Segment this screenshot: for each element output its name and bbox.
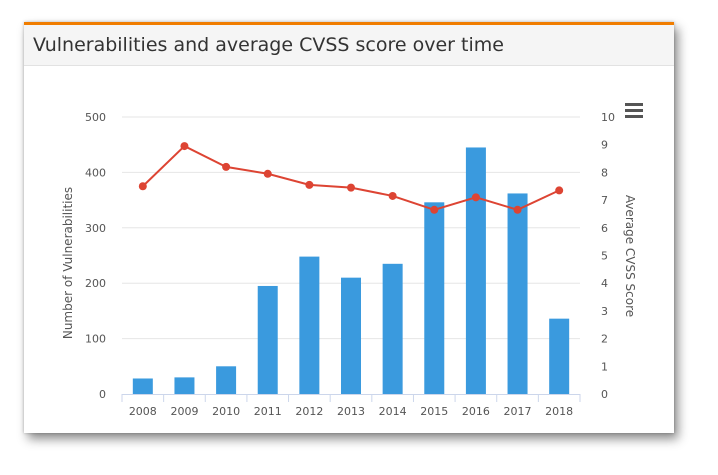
y-axis-right: 0 1 2 3 4 5 6 7 8 9 10 — [601, 111, 615, 401]
line-point[interactable] — [471, 193, 480, 202]
x-tick-label: 2010 — [212, 405, 240, 418]
line-point[interactable] — [263, 169, 272, 178]
x-axis: 2008 2009 2010 2011 2012 2013 2014 2015 2016 2017… — [121, 394, 581, 418]
line-point[interactable] — [305, 180, 314, 189]
y-tick-label: 400 — [85, 166, 106, 179]
x-tick-label: 2016 — [462, 405, 490, 418]
hamburger-menu-icon[interactable] — [623, 100, 643, 120]
bar[interactable] — [424, 202, 445, 394]
x-tick-label: 2011 — [254, 405, 282, 418]
line-point[interactable] — [180, 142, 189, 151]
bar[interactable] — [341, 277, 361, 394]
y2-axis-title: Average CVSS Score — [623, 195, 637, 317]
cvss-line — [142, 144, 560, 211]
line-point[interactable] — [430, 205, 439, 214]
bar[interactable] — [549, 318, 570, 394]
x-tick-label: 2018 — [545, 405, 573, 418]
x-tick-label: 2009 — [170, 405, 198, 418]
chart-card: Vulnerabilities and average CVSS score o… — [24, 22, 674, 433]
line-point[interactable] — [388, 191, 397, 200]
y-tick-label: 500 — [85, 111, 106, 124]
y2-tick-label: 8 — [601, 166, 608, 179]
bar[interactable] — [132, 378, 153, 394]
y-tick-label: 100 — [85, 333, 106, 346]
gridlines — [122, 116, 580, 340]
y-axis-left: 0 100 200 300 400 500 — [85, 111, 106, 401]
bar[interactable] — [174, 377, 195, 394]
line-point[interactable] — [555, 186, 564, 195]
y2-tick-label: 2 — [601, 333, 608, 346]
combo-chart: 2008 2009 2010 2011 2012 2013 2014 2015 2016 2017… — [61, 100, 643, 418]
y-axis-title: Number of Vulnerabilities — [61, 187, 75, 339]
line-point[interactable] — [138, 182, 147, 191]
bar[interactable] — [465, 147, 486, 394]
y2-tick-label: 1 — [601, 360, 608, 373]
y2-tick-label: 3 — [601, 305, 608, 318]
x-tick-label: 2015 — [420, 405, 448, 418]
y2-tick-label: 9 — [601, 139, 608, 152]
bar[interactable] — [216, 366, 237, 394]
y-tick-label: 0 — [99, 388, 106, 401]
x-tick-label: 2012 — [295, 405, 323, 418]
bar[interactable] — [382, 263, 403, 394]
line-series — [138, 142, 564, 214]
x-tick-label: 2013 — [337, 405, 365, 418]
bar[interactable] — [257, 285, 278, 394]
card-header: Vulnerabilities and average CVSS score o… — [24, 25, 674, 66]
y2-tick-label: 7 — [601, 194, 608, 207]
y-tick-label: 300 — [85, 222, 106, 235]
x-tick-label: 2008 — [129, 405, 157, 418]
chart-title: Vulnerabilities and average CVSS score o… — [33, 34, 504, 56]
y2-tick-label: 0 — [601, 388, 608, 401]
bar[interactable] — [507, 193, 528, 394]
y-tick-label: 200 — [85, 277, 106, 290]
x-tick-label: 2014 — [379, 405, 407, 418]
line-point[interactable] — [513, 205, 522, 214]
y2-tick-label: 6 — [601, 222, 608, 235]
y2-tick-label: 10 — [601, 111, 615, 124]
line-point[interactable] — [347, 183, 355, 192]
line-point[interactable] — [222, 162, 231, 171]
x-tick-label: 2017 — [504, 405, 532, 418]
y2-tick-label: 5 — [601, 250, 608, 263]
bar[interactable] — [299, 256, 320, 394]
chart-area: 2008 2009 2010 2011 2012 2013 2014 2015 2016 2017… — [24, 66, 674, 433]
y2-tick-label: 4 — [601, 277, 608, 290]
bar-series — [132, 147, 570, 394]
